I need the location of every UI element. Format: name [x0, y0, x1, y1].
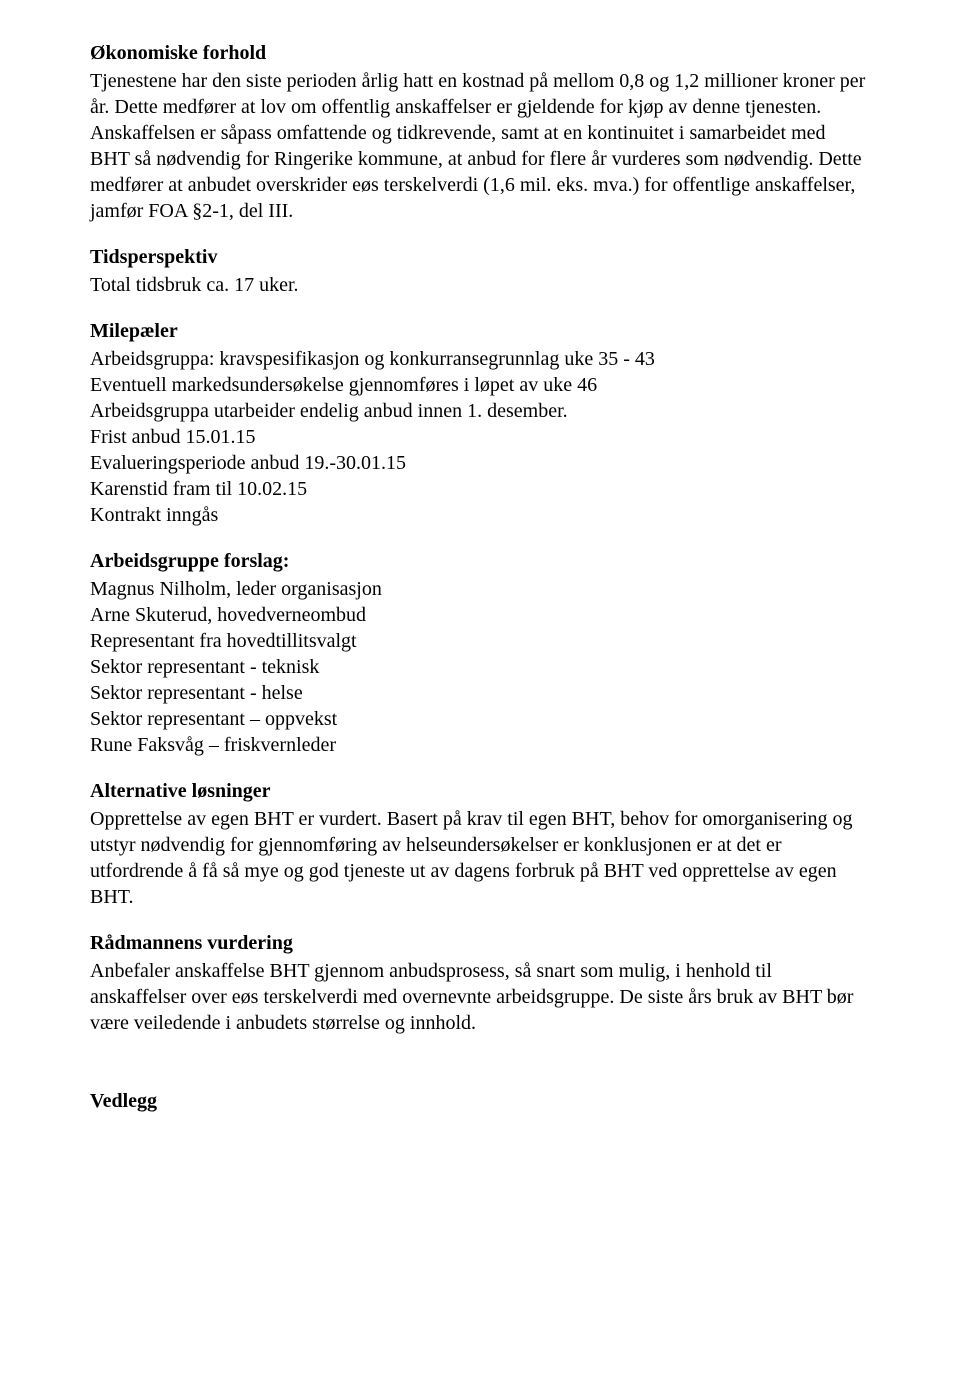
milepaeler-line: Eventuell markedsundersøkelse gjennomfør…	[90, 372, 870, 398]
section-title-radmannens: Rådmannens vurdering	[90, 930, 870, 956]
document-page: Økonomiske forhold Tjenestene har den si…	[0, 0, 960, 1156]
spacer	[90, 1056, 870, 1088]
section-title-tidsperspektiv: Tidsperspektiv	[90, 244, 870, 270]
milepaeler-line: Arbeidsgruppa utarbeider endelig anbud i…	[90, 398, 870, 424]
milepaeler-line: Karenstid fram til 10.02.15	[90, 476, 870, 502]
paragraph-radmannens: Anbefaler anskaffelse BHT gjennom anbuds…	[90, 958, 870, 1036]
milepaeler-line: Evalueringsperiode anbud 19.-30.01.15	[90, 450, 870, 476]
section-title-arbeidsgruppe: Arbeidsgruppe forslag:	[90, 548, 870, 574]
section-title-alternative: Alternative løsninger	[90, 778, 870, 804]
arbeidsgruppe-line: Magnus Nilholm, leder organisasjon	[90, 576, 870, 602]
section-title-okonomiske: Økonomiske forhold	[90, 40, 870, 66]
arbeidsgruppe-line: Sektor representant – oppvekst	[90, 706, 870, 732]
paragraph-okonomiske: Tjenestene har den siste perioden årlig …	[90, 68, 870, 224]
arbeidsgruppe-line: Representant fra hovedtillitsvalgt	[90, 628, 870, 654]
milepaeler-line: Arbeidsgruppa: kravspesifikasjon og konk…	[90, 346, 870, 372]
paragraph-tidsperspektiv: Total tidsbruk ca. 17 uker.	[90, 272, 870, 298]
section-title-vedlegg: Vedlegg	[90, 1088, 870, 1114]
milepaeler-line: Kontrakt inngås	[90, 502, 870, 528]
milepaeler-line: Frist anbud 15.01.15	[90, 424, 870, 450]
arbeidsgruppe-line: Sektor representant - helse	[90, 680, 870, 706]
section-title-milepaeler: Milepæler	[90, 318, 870, 344]
spacer	[90, 528, 870, 548]
arbeidsgruppe-line: Arne Skuterud, hovedverneombud	[90, 602, 870, 628]
spacer	[90, 758, 870, 778]
arbeidsgruppe-line: Rune Faksvåg – friskvernleder	[90, 732, 870, 758]
arbeidsgruppe-line: Sektor representant - teknisk	[90, 654, 870, 680]
paragraph-alternative: Opprettelse av egen BHT er vurdert. Base…	[90, 806, 870, 910]
